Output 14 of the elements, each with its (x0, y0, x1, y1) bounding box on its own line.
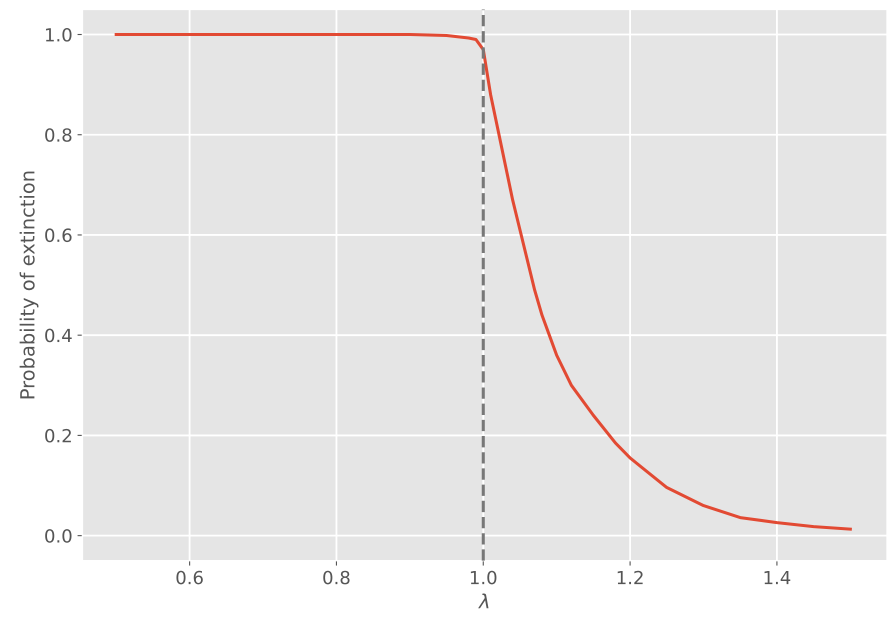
x-tick-label: 1.0 (470, 570, 496, 584)
x-tick-label: 1.2 (618, 570, 643, 584)
x-tick-label: 1.4 (764, 570, 790, 584)
y-tick-label: 0.4 (45, 328, 72, 342)
y-tick-label: 0.2 (45, 428, 71, 443)
y-tick-label: 0.0 (45, 529, 72, 543)
y-tick-label: 0.6 (45, 228, 72, 242)
x-tick-label: 0.8 (323, 570, 350, 584)
y-axis-title: Probability of extinction (20, 172, 38, 398)
x-tick-label: 0.6 (176, 570, 203, 584)
x-axis-title: λ (478, 593, 488, 608)
y-tick-label: 0.8 (45, 128, 72, 142)
y-tick-label: 1.0 (46, 28, 72, 42)
line-series (114, 32, 852, 531)
